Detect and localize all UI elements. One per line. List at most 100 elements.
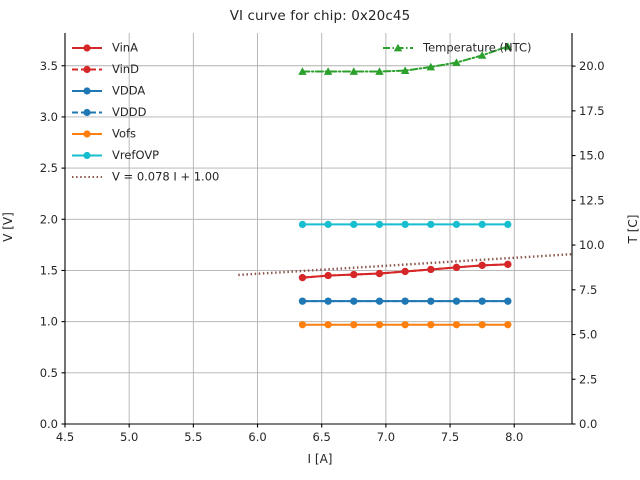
x-tick-label: 4.5 <box>56 430 74 444</box>
y-tick-label-right: 10.0 <box>579 238 605 252</box>
data-point <box>324 321 332 329</box>
x-tick-label: 6.5 <box>313 430 331 444</box>
legend-label: VinA <box>112 41 138 55</box>
legend-item-vddd[interactable]: VDDD <box>72 105 147 119</box>
data-point <box>298 274 307 282</box>
legend-label: Vofs <box>112 127 136 141</box>
x-tick-label: 5.5 <box>184 430 202 444</box>
data-point <box>298 321 307 329</box>
y-tick-label-left: 3.5 <box>40 59 58 73</box>
data-point <box>298 220 307 229</box>
data-point <box>478 220 486 229</box>
page-title: VI curve for chip: 0x20c45 <box>229 8 411 24</box>
y-tick-label-right: 2.5 <box>579 372 597 386</box>
legend-marker <box>83 151 91 160</box>
y-tick-label-left: 1.0 <box>40 315 58 329</box>
legend-label: VDDD <box>112 105 147 119</box>
data-point <box>452 220 461 229</box>
legend-layer: VinA VinD VDDA VDDD Vofs VrefOVP V = 0.078 I +… <box>72 41 531 184</box>
legend-marker <box>83 65 91 74</box>
legend-marker <box>83 130 91 138</box>
legend-label: VDDA <box>112 84 145 98</box>
y-tick-label-right: 0.0 <box>579 417 597 431</box>
legend-marker <box>83 44 91 52</box>
legend-item-vrefovp[interactable]: VrefOVP <box>72 148 159 162</box>
x-tick-label: 7.0 <box>377 430 395 444</box>
data-point <box>400 66 410 74</box>
legend-label: VinD <box>112 62 139 76</box>
data-point <box>324 220 332 229</box>
data-point <box>401 321 409 329</box>
data-point <box>478 297 486 305</box>
legend-item-temperature[interactable]: Temperature (NTC) <box>383 41 531 55</box>
grid-lines <box>64 33 572 425</box>
legend-item-vind[interactable]: VinD <box>72 62 139 76</box>
data-point <box>427 297 435 305</box>
data-point <box>452 263 461 271</box>
data-point <box>298 67 307 75</box>
data-point <box>375 297 384 305</box>
y-tick-label-right: 12.5 <box>579 193 605 207</box>
data-point <box>504 321 512 329</box>
data-point <box>478 261 486 269</box>
data-point <box>401 220 409 229</box>
data-point <box>350 220 358 229</box>
data-point <box>350 270 358 279</box>
y-tick-label-right: 15.0 <box>579 149 605 163</box>
x-tick-label: 6.0 <box>248 430 266 444</box>
y-tick-label-left: 2.5 <box>40 161 58 175</box>
data-point <box>452 297 461 305</box>
data-series-layer <box>238 42 573 329</box>
legend-label: Temperature (NTC) <box>422 41 531 55</box>
series-vddd <box>298 297 512 305</box>
data-point <box>427 265 435 274</box>
legend-marker <box>83 108 91 117</box>
data-point <box>452 321 461 329</box>
data-point <box>504 220 512 229</box>
data-point <box>477 51 487 59</box>
y-tick-label-right: 5.0 <box>579 328 597 342</box>
y-tick-label-right: 20.0 <box>579 59 605 73</box>
tick-labels-layer: 4.5 5.0 5.5 6.0 6.5 7.0 7.5 8.0 0.0 0.5 1.0 1.5 2.0 2… <box>40 59 605 444</box>
y-tick-label-left: 3.0 <box>40 110 58 124</box>
legend-marker <box>393 43 403 52</box>
data-point <box>298 297 307 305</box>
data-point <box>375 321 384 329</box>
series-vrefovp <box>298 220 512 229</box>
legend-item-v-0-078-i-1-00[interactable]: V = 0.078 I + 1.00 <box>72 170 219 184</box>
data-point <box>426 62 436 71</box>
legend-item-vofs[interactable]: Vofs <box>72 127 136 141</box>
data-point <box>504 260 512 268</box>
y-tick-label-left: 0.5 <box>40 366 58 380</box>
y-tick-label-right: 7.5 <box>579 283 597 297</box>
legend-label: VrefOVP <box>112 148 159 162</box>
axes-layer <box>61 33 576 428</box>
data-point <box>452 58 461 66</box>
data-point <box>401 267 409 276</box>
plot-background <box>65 33 572 424</box>
series-line <box>301 45 509 73</box>
legend-label: V = 0.078 I + 1.00 <box>112 170 219 184</box>
x-tick-label: 5.0 <box>120 430 138 444</box>
y-tick-label-left: 0.0 <box>40 417 58 431</box>
legend-marker <box>83 87 91 95</box>
legend-item-vdda[interactable]: VDDA <box>72 84 145 98</box>
data-point <box>350 321 358 329</box>
legend-item-vina[interactable]: VinA <box>72 41 138 55</box>
data-point <box>478 321 486 329</box>
y-tick-label-left: 2.0 <box>40 212 58 226</box>
data-point <box>375 269 384 278</box>
series-vind <box>298 260 512 282</box>
data-point <box>504 297 512 305</box>
data-point <box>427 220 435 229</box>
x-tick-label: 8.0 <box>505 430 523 444</box>
data-point <box>401 297 409 305</box>
data-point <box>375 67 384 75</box>
data-point <box>324 297 332 305</box>
series-vofs <box>298 321 512 329</box>
data-point <box>375 220 384 229</box>
data-point <box>324 271 332 280</box>
data-point <box>427 321 435 329</box>
